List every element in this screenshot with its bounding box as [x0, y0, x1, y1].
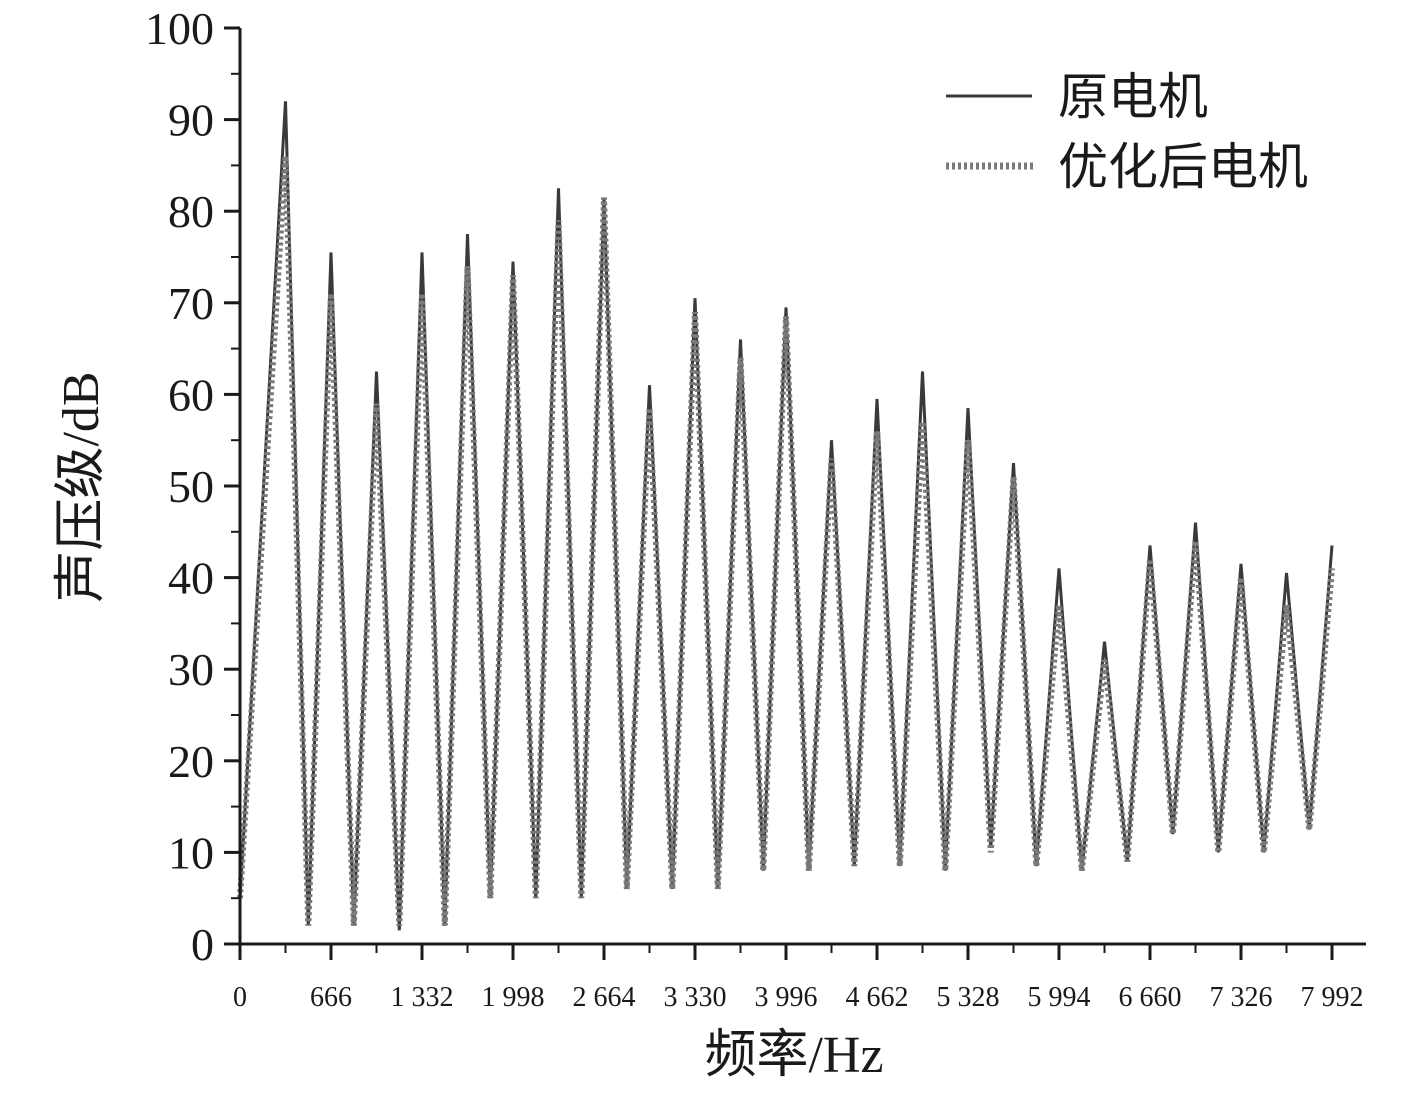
x-tick-label: 3 330: [664, 982, 727, 1013]
y-tick-label: 60: [168, 369, 214, 420]
y-tick-label: 10: [168, 827, 214, 878]
x-tick-label: 2 664: [573, 982, 636, 1013]
x-tick-label: 666: [310, 982, 352, 1013]
x-tick-label: 7 326: [1210, 982, 1273, 1013]
y-tick-label: 50: [168, 461, 214, 512]
x-axis-ticks: 0 666 1 332 1 998 2 664 3 330 3 996 4 662 5 328 5…: [233, 944, 1364, 1013]
x-tick-label: 7 992: [1301, 982, 1364, 1013]
x-tick-label: 1 998: [482, 982, 545, 1013]
y-tick-label: 20: [168, 736, 214, 787]
x-tick-label: 1 332: [391, 982, 454, 1013]
x-tick-label: 6 660: [1119, 982, 1182, 1013]
x-axis-title: 频率/Hz: [704, 1027, 883, 1084]
y-axis-ticks: 0 10 20 30 40 50 60 70 80 90 100: [145, 3, 240, 970]
x-tick-label: 3 996: [755, 982, 818, 1013]
x-tick-label: 5 328: [937, 982, 1000, 1013]
y-tick-label: 70: [168, 278, 214, 329]
legend: 原电机 优化后电机: [946, 69, 1308, 195]
legend-label-original-motor: 原电机: [1058, 69, 1208, 125]
y-tick-label: 80: [168, 186, 214, 237]
series-optimized-motor: [237, 156, 1335, 926]
y-tick-label: 0: [191, 919, 214, 970]
x-tick-label: 5 994: [1028, 982, 1091, 1013]
x-tick-label: 4 662: [846, 982, 909, 1013]
y-tick-label: 30: [168, 644, 214, 695]
legend-label-optimized-motor: 优化后电机: [1058, 139, 1308, 195]
y-tick-label: 40: [168, 553, 214, 604]
y-tick-label: 100: [145, 3, 214, 54]
series-layer: [237, 101, 1335, 931]
y-tick-label: 90: [168, 95, 214, 146]
y-axis-title: 声压级/dB: [53, 371, 110, 602]
x-tick-label: 0: [233, 982, 247, 1013]
